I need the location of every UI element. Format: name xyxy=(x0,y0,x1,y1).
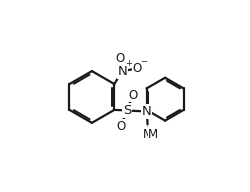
Text: S: S xyxy=(123,104,131,117)
Text: M: M xyxy=(147,126,148,127)
Text: N: N xyxy=(118,65,127,78)
Text: −: − xyxy=(140,57,147,66)
Text: M: M xyxy=(148,128,158,141)
Text: N: N xyxy=(142,105,152,118)
Text: O: O xyxy=(132,62,142,75)
Text: O: O xyxy=(116,52,125,65)
Text: O: O xyxy=(128,89,138,102)
Text: M: M xyxy=(143,128,154,141)
Text: +: + xyxy=(125,59,132,68)
Text: O: O xyxy=(116,120,126,133)
